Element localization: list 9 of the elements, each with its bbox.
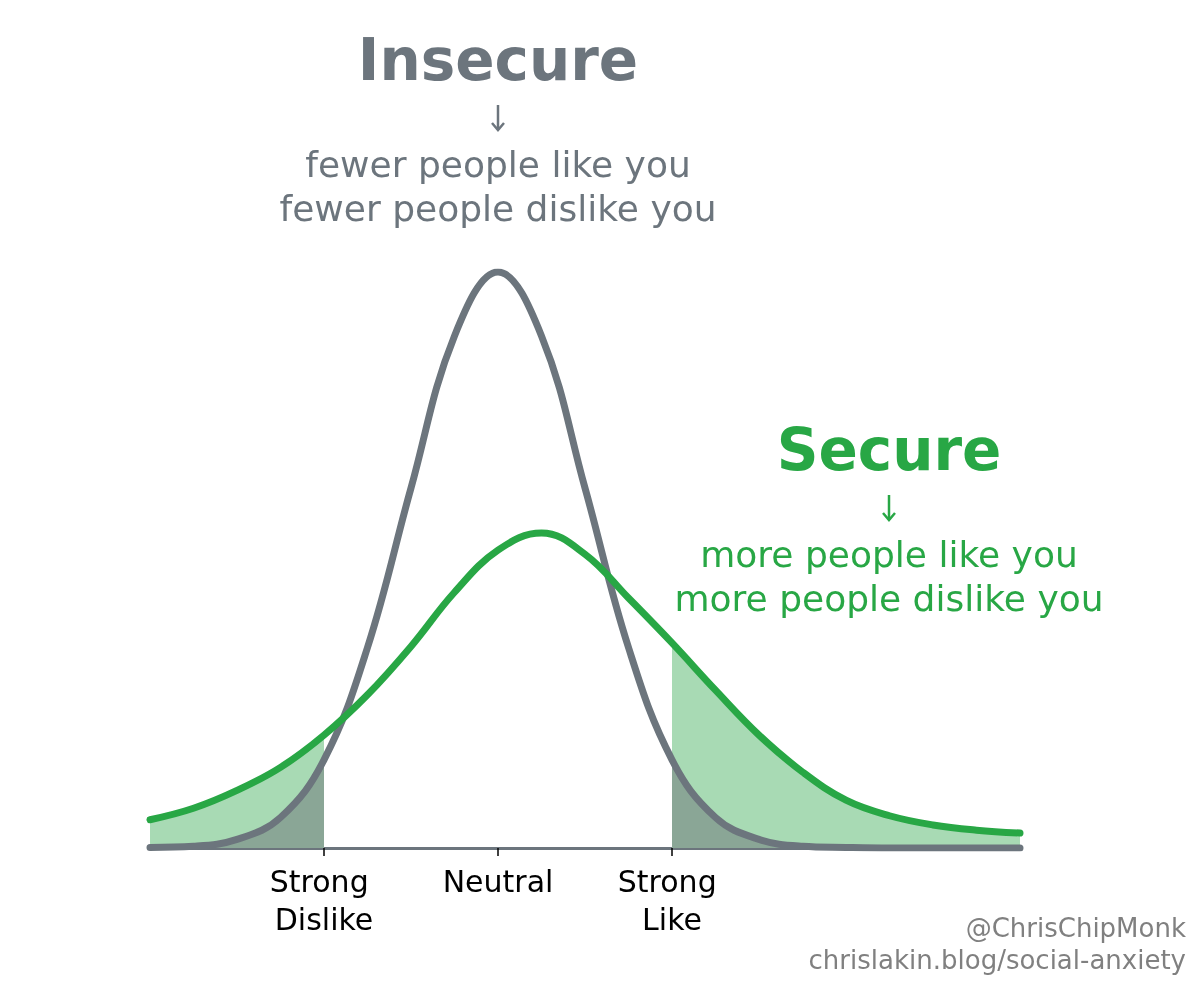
annotation: Secure — [776, 416, 1002, 484]
x-tick-label: Neutral — [442, 863, 554, 899]
text: Insecure — [357, 26, 639, 94]
x-tick-label: Strong Dislike — [269, 863, 379, 937]
x-tick-label: Strong Like — [617, 863, 727, 937]
text: fewer people like you fewer people dislike you — [279, 143, 717, 229]
annotation: more people like you more people dislike you — [674, 533, 1104, 619]
text: @ChrisChipMonk — [965, 913, 1186, 943]
text: chrislakin.blog/social-anxiety — [808, 945, 1186, 975]
